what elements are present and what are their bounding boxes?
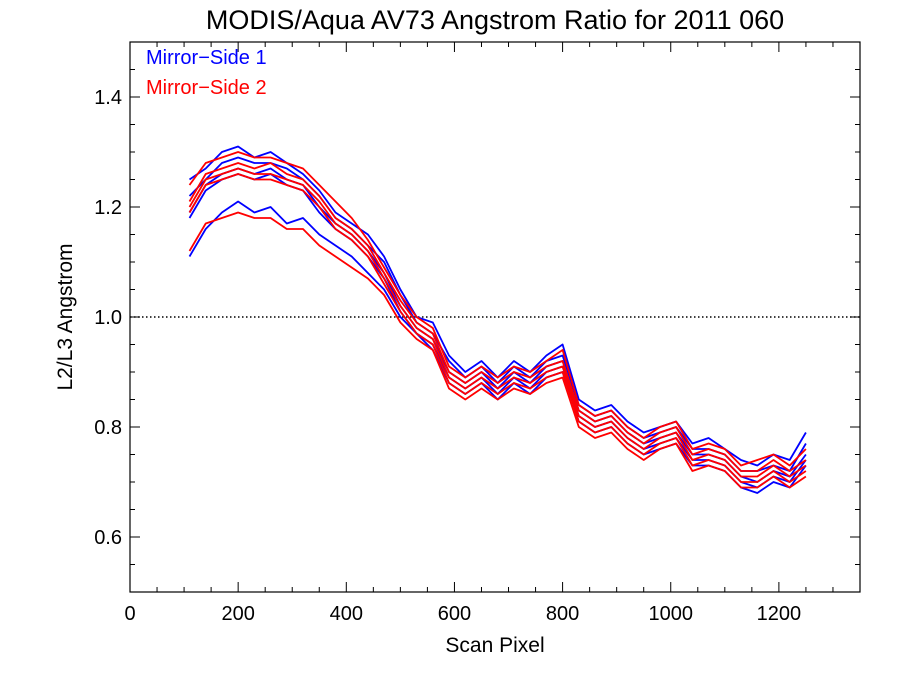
x-tick-label: 600 xyxy=(438,603,471,625)
x-tick-label: 200 xyxy=(221,603,254,625)
y-axis-label: L2/L3 Angstrom xyxy=(54,243,77,390)
series-lines xyxy=(188,145,807,494)
y-tick-label: 1.4 xyxy=(94,87,122,109)
legend-entry-mirror-side-1: Mirror−Side 1 xyxy=(146,47,267,69)
x-axis-label: Scan Pixel xyxy=(445,634,544,657)
series-line-mirror-side-2 xyxy=(188,173,807,483)
x-tick-label: 1200 xyxy=(757,603,802,625)
series-line-mirror-side-1 xyxy=(188,200,807,494)
x-tick-label: 400 xyxy=(330,603,363,625)
legend-entry-mirror-side-2: Mirror−Side 2 xyxy=(146,77,267,99)
series-line-mirror-side-2 xyxy=(188,167,807,478)
series-line-mirror-side-1 xyxy=(188,156,807,472)
series-line-mirror-side-1 xyxy=(188,145,807,467)
y-tick-label: 1.2 xyxy=(94,197,122,219)
x-axis: 0 200 400 600 800 1000 1200 xyxy=(124,42,834,625)
y-tick-label: 1.0 xyxy=(94,307,122,329)
y-tick-label: 0.8 xyxy=(94,417,122,439)
series-line-mirror-side-2 xyxy=(188,151,807,467)
x-tick-label: 0 xyxy=(124,603,135,625)
y-axis: 0.6 0.8 1.0 1.2 1.4 xyxy=(94,69,860,565)
x-tick-label: 800 xyxy=(546,603,579,625)
chart-title: MODIS/Aqua AV73 Angstrom Ratio for 2011 … xyxy=(206,5,784,35)
series-line-mirror-side-2 xyxy=(188,211,807,489)
series-line-mirror-side-2 xyxy=(188,162,807,472)
plot-area: 0 200 400 600 800 1000 1200 0.6 0.8 1.0 1.2 1.4 xyxy=(94,41,861,625)
x-tick-label: 1000 xyxy=(648,603,693,625)
y-tick-label: 0.6 xyxy=(94,527,122,549)
series-line-mirror-side-1 xyxy=(188,167,807,483)
legend: Mirror−Side 1 Mirror−Side 2 xyxy=(146,47,267,99)
